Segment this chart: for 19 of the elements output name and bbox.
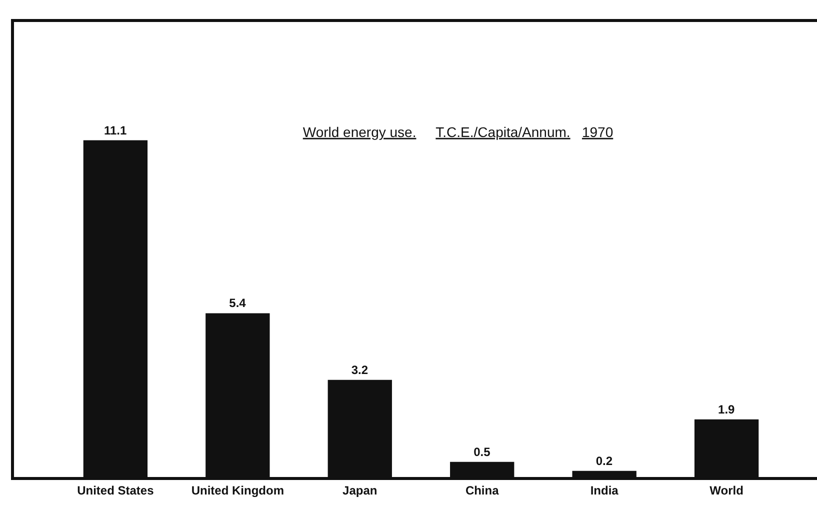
bar	[83, 140, 148, 477]
data-label: 5.4	[229, 296, 246, 310]
chart-title: World energy use. T.C.E./Capita/Annum. 1970	[302, 124, 614, 140]
x-tick-label: World	[710, 483, 744, 498]
bar	[450, 462, 514, 477]
data-label: 0.5	[474, 444, 491, 459]
x-tick-label: Japan	[342, 483, 378, 498]
bar	[694, 419, 759, 477]
data-label: 1.9	[718, 402, 736, 416]
bar	[206, 313, 270, 477]
x-tick-label: United States	[77, 483, 154, 498]
x-tick-label: China	[465, 483, 500, 498]
data-label: 0.2	[596, 454, 613, 468]
x-tick-label: United Kingdom	[191, 483, 284, 498]
data-label: 3.2	[351, 362, 368, 377]
x-tick-label: India	[590, 483, 619, 498]
bar	[572, 470, 636, 477]
data-label: 11.1	[104, 123, 127, 138]
bar	[328, 380, 392, 477]
